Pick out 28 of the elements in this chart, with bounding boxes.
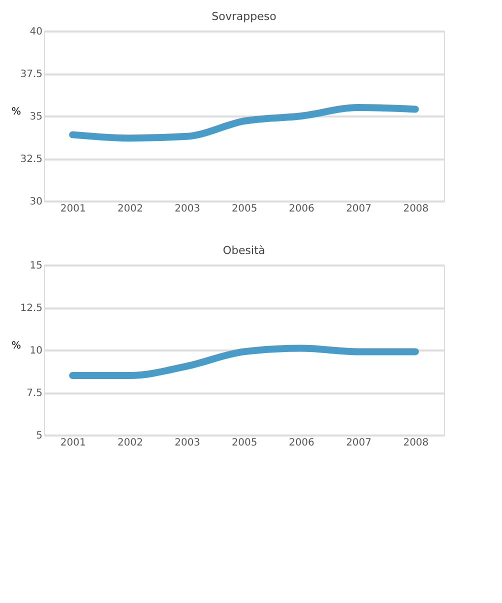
x-tick-label: 2006 — [288, 438, 314, 448]
y-tick-label: 10 — [30, 346, 42, 356]
y-axis-title: % — [11, 340, 21, 352]
x-tick-label: 2008 — [403, 438, 429, 448]
y-tick-label: 5 — [36, 430, 42, 442]
x-tick-label: 2001 — [60, 204, 86, 214]
x-tick-label: 2003 — [174, 204, 200, 214]
x-tick-label: 2007 — [346, 204, 372, 214]
y-tick-label: 32.5 — [20, 154, 42, 165]
x-tick-label: 2002 — [117, 204, 143, 214]
x-tick-label: 2007 — [346, 438, 372, 448]
y-tick-label: 35 — [30, 112, 42, 122]
x-tick-label: 2005 — [232, 204, 258, 214]
x-tick-label: 2006 — [288, 204, 314, 214]
x-tick-label: 2008 — [403, 204, 429, 214]
chart-title: Obesità — [222, 244, 266, 257]
x-tick-label: 2003 — [174, 438, 200, 448]
y-tick-label: 15 — [30, 260, 42, 272]
x-tick-label: 2002 — [117, 438, 143, 448]
y-tick-label: 40 — [30, 26, 42, 38]
y-tick-label: 7.5 — [26, 388, 42, 399]
x-tick-label: 2005 — [232, 438, 258, 448]
x-tick-label: 2001 — [60, 438, 86, 448]
y-tick-label: 37.5 — [20, 69, 42, 80]
chart-title: Sovrappeso — [212, 10, 277, 23]
y-tick-label: 30 — [30, 196, 42, 208]
y-axis-title: % — [11, 106, 21, 118]
y-tick-label: 12.5 — [20, 303, 42, 314]
